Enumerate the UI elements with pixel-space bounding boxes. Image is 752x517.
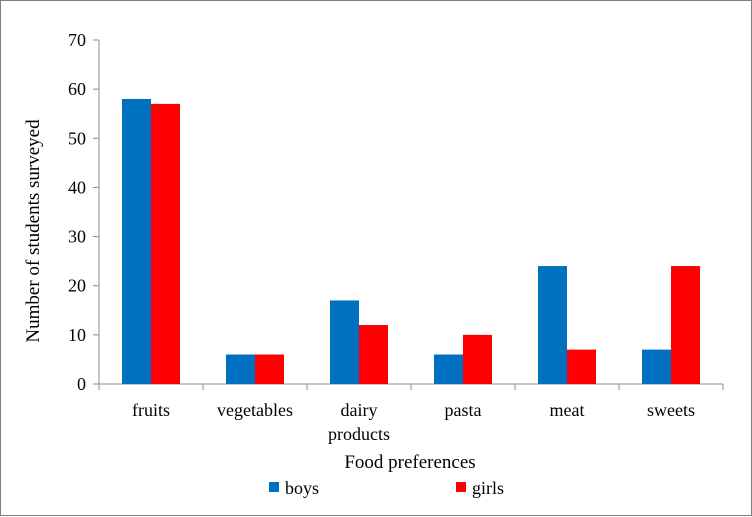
y-tick-label: 20 bbox=[68, 276, 86, 296]
legend-swatch-boys bbox=[269, 482, 279, 492]
x-tick-label: products bbox=[328, 424, 390, 444]
x-tick-label: dairy bbox=[341, 400, 378, 420]
bar-girls bbox=[463, 334, 492, 384]
x-tick-label: pasta bbox=[445, 400, 482, 420]
bar-boys bbox=[330, 300, 359, 384]
x-tick-label: sweets bbox=[647, 400, 695, 420]
x-tick-label: meat bbox=[550, 400, 585, 420]
axes bbox=[93, 39, 724, 390]
bar-boys bbox=[434, 354, 463, 384]
y-axis-title: Number of students surveyed bbox=[23, 119, 44, 343]
bar-girls bbox=[671, 266, 700, 384]
y-tick-label: 10 bbox=[68, 325, 86, 345]
bar-boys bbox=[122, 98, 151, 384]
bar-girls bbox=[255, 354, 284, 384]
bar-boys bbox=[538, 266, 567, 384]
y-tick-label: 60 bbox=[68, 79, 86, 99]
legend-swatch-girls bbox=[456, 482, 466, 492]
y-tick-label: 70 bbox=[68, 30, 86, 50]
legend-label-girls: girls bbox=[472, 478, 504, 498]
x-axis-title: Food preferences bbox=[344, 452, 475, 473]
bar-girls bbox=[151, 103, 180, 384]
x-tick-label: vegetables bbox=[217, 400, 293, 420]
legend: boys girls bbox=[269, 478, 504, 498]
bar-girls bbox=[359, 325, 388, 384]
bars bbox=[122, 98, 700, 384]
x-tick-label: fruits bbox=[132, 400, 170, 420]
y-tick-label: 30 bbox=[68, 227, 86, 247]
bar-boys bbox=[642, 349, 671, 384]
labels: 0 10 20 30 40 50 60 70 fruits vegetables dairy prod… bbox=[68, 30, 695, 444]
y-tick-label: 40 bbox=[68, 177, 86, 197]
y-tick-label: 50 bbox=[68, 128, 86, 148]
bar-boys bbox=[226, 354, 255, 384]
y-tick-label: 0 bbox=[77, 374, 86, 394]
bar-girls bbox=[567, 349, 596, 384]
legend-label-boys: boys bbox=[285, 478, 319, 498]
